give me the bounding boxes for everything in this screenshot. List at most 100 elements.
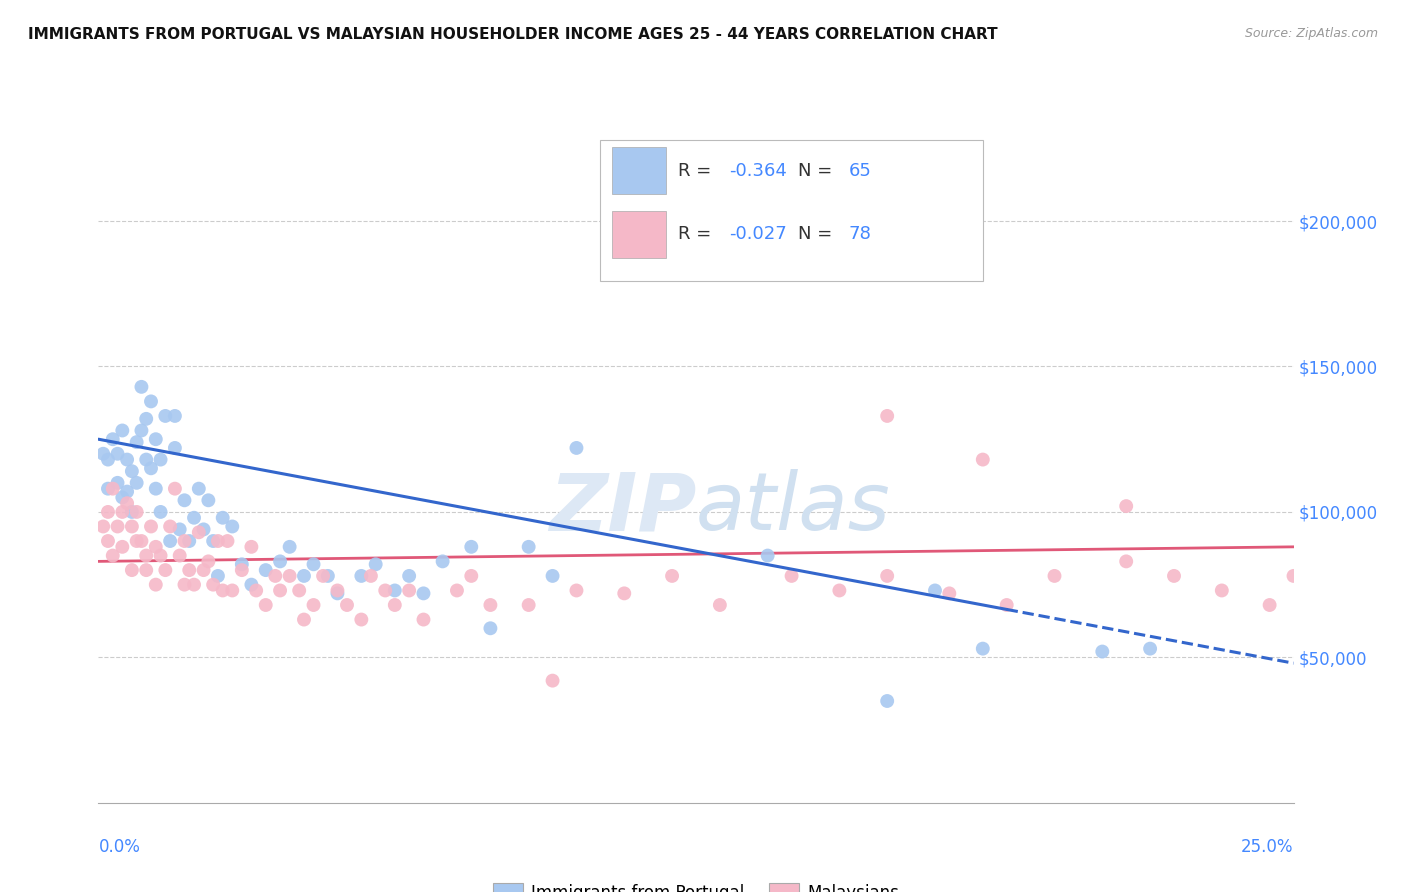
Point (125, 475, 148, 490)
Point (107, 447, 129, 461)
Point (398, 583, 420, 598)
Point (269, 583, 291, 598)
Point (125, 534, 148, 549)
Point (302, 598, 325, 612)
Point (541, 569, 564, 583)
Point (179, 563, 201, 577)
Point (139, 394, 162, 409)
Point (97, 505, 120, 519)
Point (1043, 569, 1066, 583)
Point (360, 569, 382, 583)
Point (221, 519, 243, 533)
Point (995, 598, 1018, 612)
Point (155, 409, 177, 423)
Point (446, 583, 468, 598)
Point (97, 452, 120, 467)
Point (278, 540, 301, 554)
Point (565, 441, 588, 455)
Point (254, 598, 277, 612)
Point (460, 569, 482, 583)
Point (326, 586, 349, 600)
FancyBboxPatch shape (613, 147, 666, 194)
Point (169, 549, 191, 563)
Text: 78: 78 (849, 225, 872, 244)
Point (135, 412, 157, 426)
Point (135, 452, 157, 467)
Point (145, 577, 167, 591)
Point (111, 424, 134, 438)
Point (91, 519, 114, 533)
Point (107, 475, 129, 490)
Point (828, 583, 851, 598)
FancyBboxPatch shape (600, 141, 983, 281)
Text: 0.0%: 0.0% (98, 838, 141, 856)
Point (149, 452, 172, 467)
Point (91, 447, 114, 461)
Point (231, 558, 253, 572)
Point (938, 586, 960, 600)
Text: IMMIGRANTS FROM PORTUGAL VS MALAYSIAN HOUSEHOLDER INCOME AGES 25 - 44 YEARS CORR: IMMIGRANTS FROM PORTUGAL VS MALAYSIAN HO… (28, 27, 998, 42)
Point (197, 493, 219, 508)
Point (756, 549, 779, 563)
Point (135, 549, 157, 563)
Point (139, 461, 162, 475)
Point (350, 569, 373, 583)
Point (709, 598, 731, 612)
Point (159, 534, 181, 549)
Point (412, 613, 434, 627)
Text: R =: R = (678, 162, 717, 180)
Point (211, 583, 233, 598)
Point (97, 482, 120, 496)
Point (187, 525, 209, 540)
Point (364, 558, 387, 572)
Point (350, 613, 373, 627)
Point (173, 577, 195, 591)
Point (111, 540, 134, 554)
Point (240, 540, 263, 554)
Point (193, 563, 215, 577)
Point (187, 482, 209, 496)
Point (193, 522, 215, 536)
Point (125, 505, 148, 519)
Point (115, 484, 138, 499)
Point (115, 496, 138, 510)
Point (1163, 569, 1185, 583)
Point (541, 673, 564, 688)
Point (517, 540, 540, 554)
Point (131, 424, 153, 438)
Text: N =: N = (797, 225, 838, 244)
Point (163, 441, 186, 455)
Point (398, 569, 420, 583)
Point (163, 409, 186, 423)
Point (288, 583, 311, 598)
Point (336, 598, 359, 612)
Point (312, 569, 335, 583)
Point (245, 583, 267, 598)
Point (202, 534, 225, 549)
Point (972, 641, 994, 656)
Point (924, 583, 946, 598)
Text: -0.027: -0.027 (730, 225, 787, 244)
FancyBboxPatch shape (613, 211, 666, 258)
Point (121, 519, 143, 533)
Point (1091, 644, 1114, 658)
Point (202, 577, 225, 591)
Point (316, 569, 339, 583)
Point (125, 435, 148, 450)
Text: R =: R = (678, 225, 717, 244)
Point (145, 432, 167, 446)
Point (121, 563, 143, 577)
Point (876, 409, 898, 423)
Point (111, 505, 134, 519)
Point (173, 534, 195, 549)
Point (1258, 598, 1281, 612)
Point (131, 534, 153, 549)
Text: atlas: atlas (696, 469, 891, 548)
Point (145, 482, 167, 496)
Point (1139, 641, 1161, 656)
Point (139, 519, 162, 533)
Point (1115, 554, 1137, 568)
Point (1282, 569, 1305, 583)
Point (101, 432, 124, 446)
Point (565, 583, 588, 598)
